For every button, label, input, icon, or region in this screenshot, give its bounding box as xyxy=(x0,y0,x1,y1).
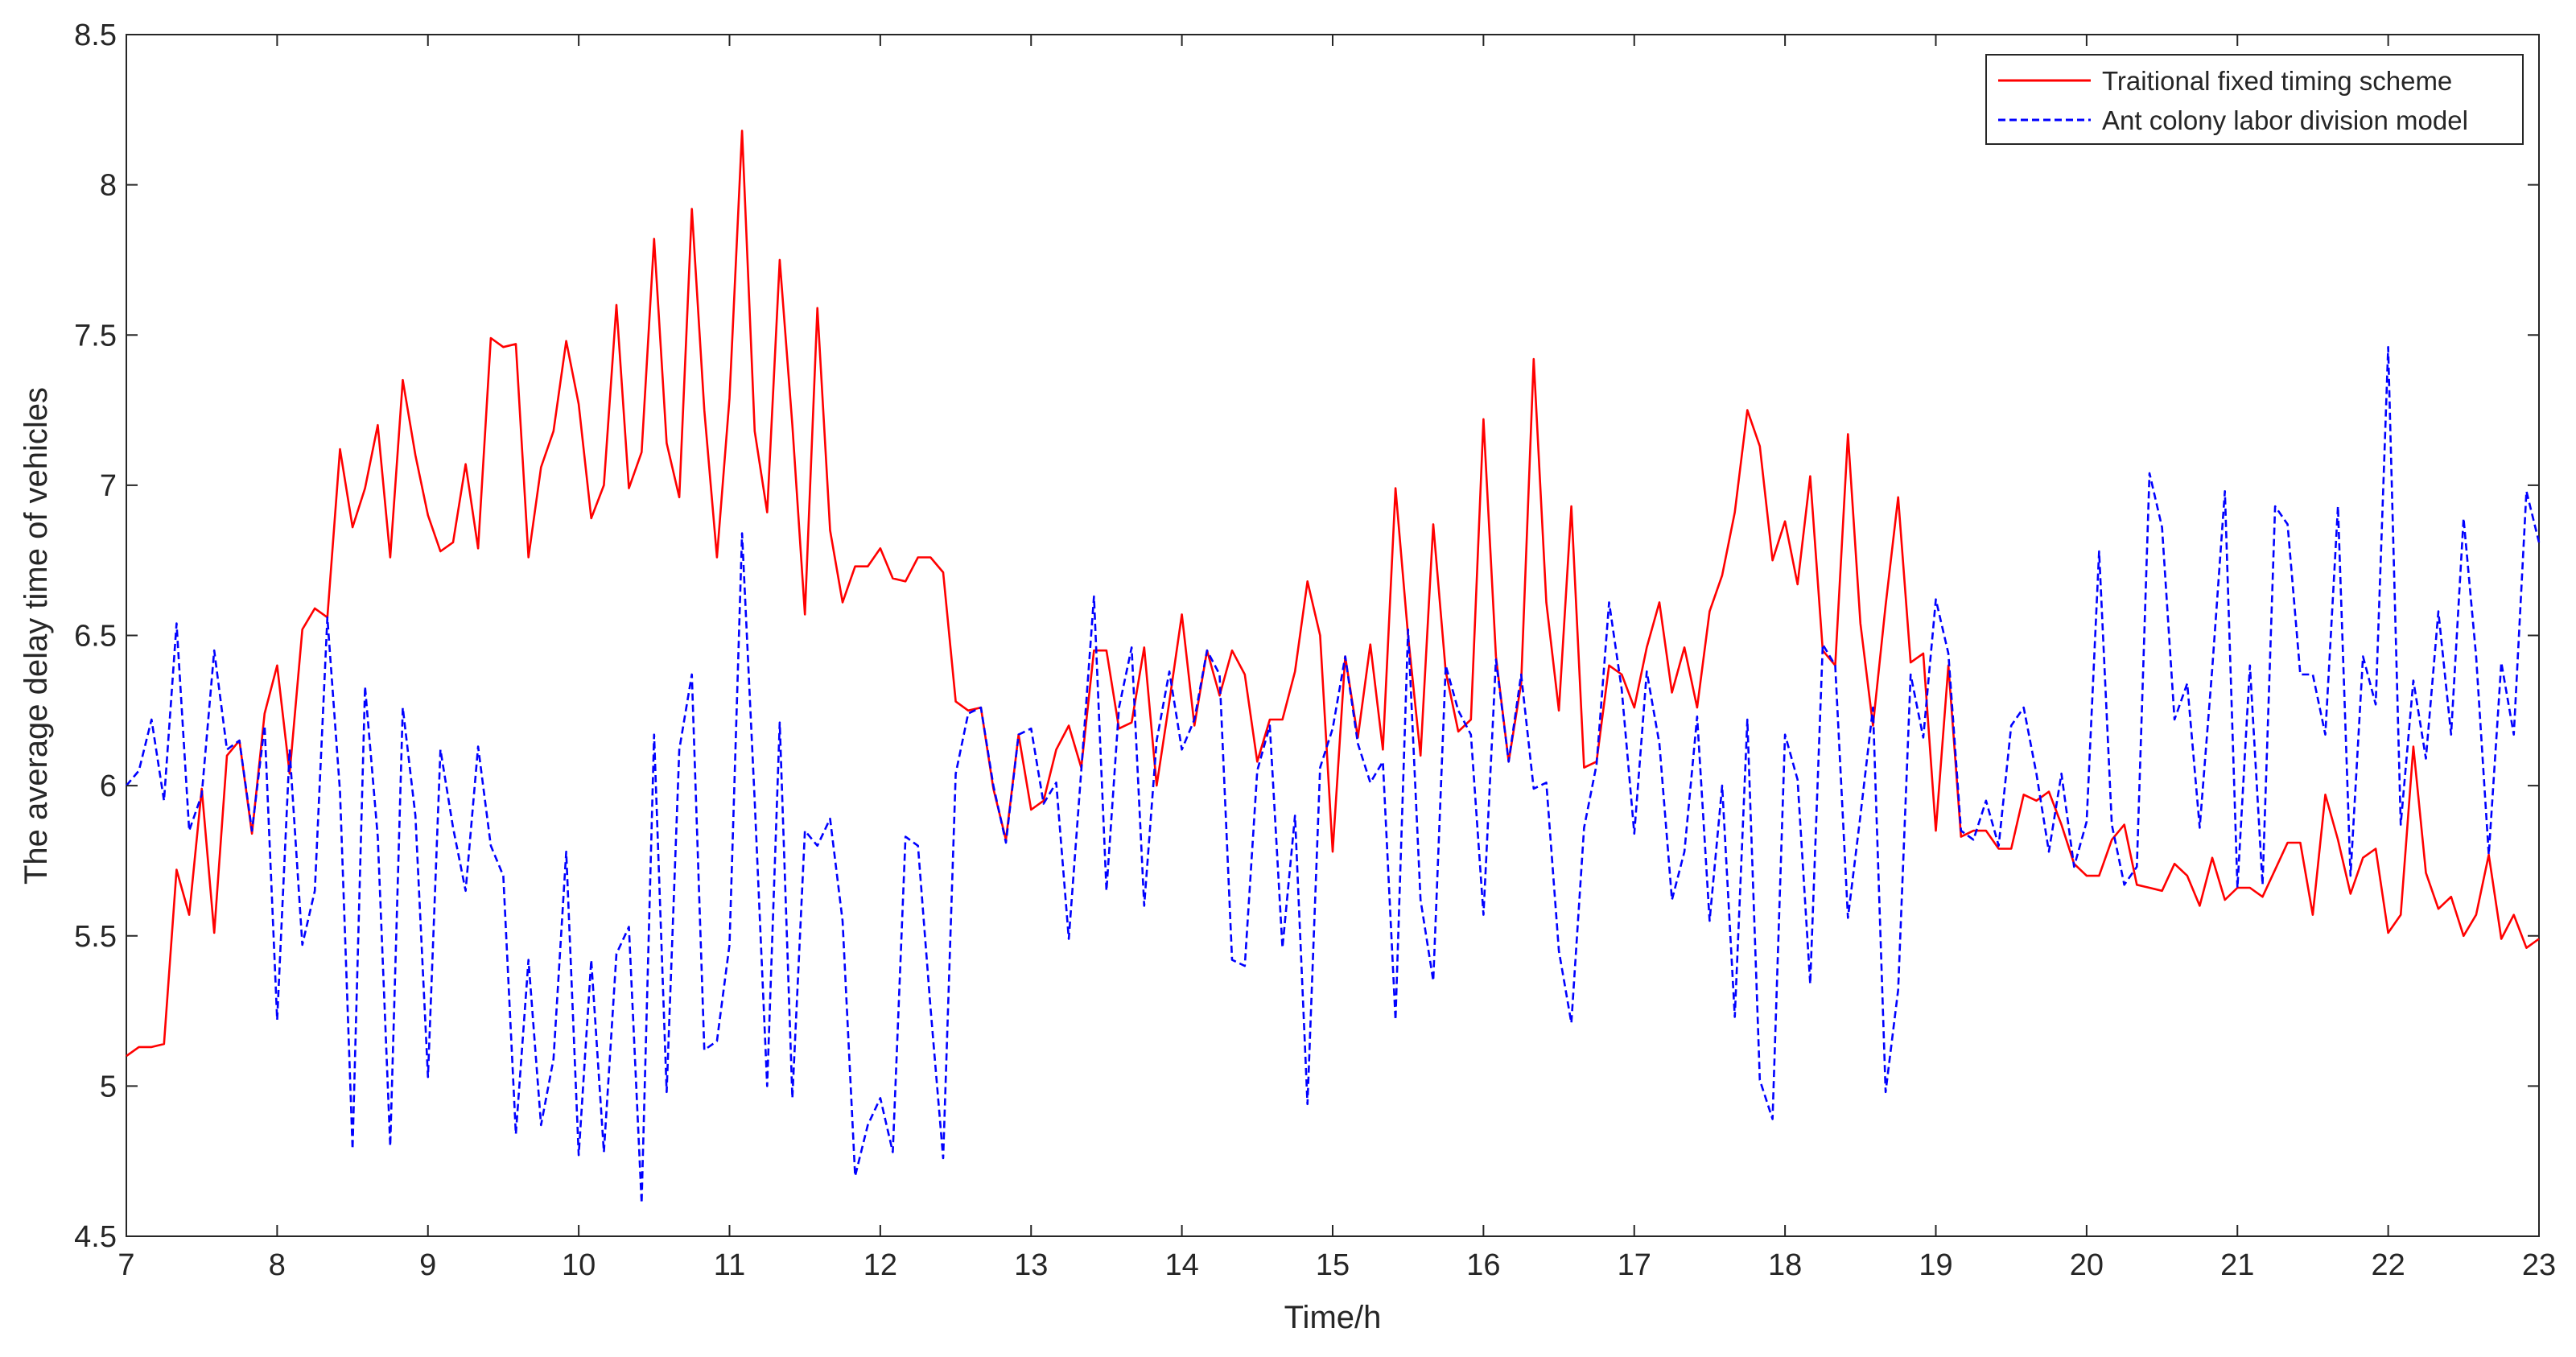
x-tick-label: 8 xyxy=(269,1248,286,1282)
y-tick-label: 7 xyxy=(100,469,117,503)
x-tick-label: 21 xyxy=(2220,1248,2254,1282)
series-line-1 xyxy=(126,345,2541,1205)
x-tick-label: 7 xyxy=(117,1248,134,1282)
axis-ticks: 7 8 9 10 11 12 13 14 15 16 17 18 19 20 21 22 23 4.5 5 5.5 6 6… xyxy=(74,19,2556,1282)
x-tick-label: 16 xyxy=(1466,1248,1500,1282)
x-tick-label: 13 xyxy=(1014,1248,1048,1282)
x-tick-label: 10 xyxy=(562,1248,596,1282)
y-tick-label: 5 xyxy=(100,1070,117,1103)
x-tick-label: 23 xyxy=(2522,1248,2556,1282)
x-tick-label: 19 xyxy=(1919,1248,1952,1282)
y-tick-label: 5.5 xyxy=(74,920,117,954)
x-tick-label: 17 xyxy=(1618,1248,1651,1282)
series-layer xyxy=(126,130,2541,1205)
legend-label-ant-colony: Ant colony labor division model xyxy=(2102,105,2468,135)
y-tick-label: 4.5 xyxy=(74,1220,117,1254)
x-tick-label: 12 xyxy=(863,1248,897,1282)
y-tick-label: 8 xyxy=(100,169,117,203)
x-tick-label: 18 xyxy=(1768,1248,1802,1282)
y-axis-label: The average delay time of vehicles xyxy=(19,387,54,885)
legend: Traitional fixed timing scheme Ant colon… xyxy=(1985,54,2524,145)
x-axis-label: Time/h xyxy=(1284,1300,1382,1335)
x-tick-label: 11 xyxy=(714,1248,745,1282)
y-tick-label: 6.5 xyxy=(74,620,117,654)
x-tick-label: 9 xyxy=(419,1248,436,1282)
legend-label-fixed-timing: Traitional fixed timing scheme xyxy=(2102,66,2452,96)
x-tick-label: 15 xyxy=(1316,1248,1350,1282)
x-tick-label: 20 xyxy=(2070,1248,2104,1282)
y-tick-label: 6 xyxy=(100,769,117,803)
x-tick-label: 22 xyxy=(2371,1248,2405,1282)
y-tick-label: 8.5 xyxy=(74,19,117,52)
plot-area-frame xyxy=(126,34,2540,1237)
x-tick-label: 14 xyxy=(1164,1248,1198,1282)
series-line-0 xyxy=(126,130,2540,1058)
y-tick-label: 7.5 xyxy=(74,319,117,353)
legend-box xyxy=(1985,54,2524,145)
